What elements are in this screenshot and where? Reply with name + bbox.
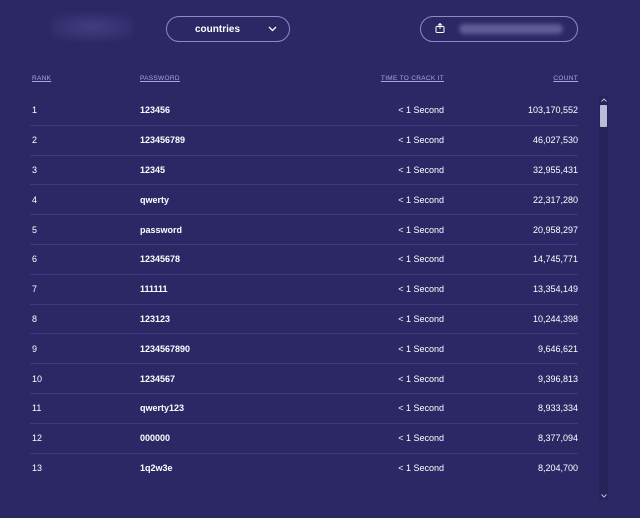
dropdown-selected-value: countries [195, 23, 241, 35]
rank-cell: 7 [32, 284, 38, 295]
column-header-rank[interactable]: RANK [32, 74, 52, 82]
table-row: 3 12345 < 1 Second 32,955,431 [30, 156, 578, 186]
password-cell: 12345678 [140, 254, 181, 265]
password-cell: qwerty123 [140, 403, 185, 414]
rank-cell: 4 [32, 194, 38, 205]
column-header-count[interactable]: COUNT [553, 74, 578, 82]
scrollbar-thumb[interactable] [600, 105, 607, 127]
table-row: 7 111111 < 1 Second 13,354,149 [30, 275, 578, 305]
column-header-password[interactable]: PASSWORD [140, 74, 180, 82]
column-header-time[interactable]: TIME TO CRACK IT [380, 74, 444, 82]
time-to-crack-cell: < 1 Second [398, 224, 444, 235]
count-cell: 32,955,431 [532, 164, 578, 175]
rank-cell: 8 [32, 313, 38, 324]
time-to-crack-cell: < 1 Second [398, 433, 444, 444]
time-to-crack-cell: < 1 Second [398, 254, 444, 265]
password-cell: password [140, 224, 183, 235]
time-to-crack-cell: < 1 Second [398, 105, 444, 116]
count-cell: 8,377,094 [537, 433, 578, 444]
count-cell: 13,354,149 [532, 284, 578, 295]
table-header: RANK PASSWORD TIME TO CRACK IT COUNT [30, 68, 578, 88]
table-row: 11 qwerty123 < 1 Second 8,933,334 [30, 394, 578, 424]
password-cell: 1q2w3e [140, 463, 173, 474]
count-cell: 9,646,621 [537, 343, 578, 354]
table-row: 13 1q2w3e < 1 Second 8,204,700 [30, 454, 578, 484]
count-cell: 103,170,552 [527, 105, 578, 116]
chevron-down-icon [267, 24, 277, 34]
password-cell: 123456 [140, 105, 171, 116]
password-cell: 000000 [140, 433, 171, 444]
time-to-crack-cell: < 1 Second [398, 164, 444, 175]
vertical-scrollbar[interactable] [599, 96, 608, 500]
time-to-crack-cell: < 1 Second [398, 463, 444, 474]
rank-cell: 9 [32, 343, 38, 354]
count-cell: 46,027,530 [532, 135, 578, 146]
blurred-logo [52, 14, 132, 40]
scroll-down-arrow-icon[interactable] [599, 492, 608, 500]
count-cell: 20,958,297 [532, 224, 578, 235]
rank-cell: 12 [32, 433, 43, 444]
time-to-crack-cell: < 1 Second [398, 373, 444, 384]
table-row: 1 123456 < 1 Second 103,170,552 [30, 96, 578, 126]
table-row: 8 123123 < 1 Second 10,244,398 [30, 305, 578, 335]
count-cell: 8,933,334 [537, 403, 578, 414]
time-to-crack-cell: < 1 Second [398, 343, 444, 354]
password-cell: 1234567890 [140, 343, 191, 354]
time-to-crack-cell: < 1 Second [398, 313, 444, 324]
count-cell: 14,745,771 [532, 254, 578, 265]
share-icon [435, 20, 445, 38]
rank-cell: 1 [32, 105, 38, 116]
table-row: 9 1234567890 < 1 Second 9,646,621 [30, 334, 578, 365]
table-row: 2 123456789 < 1 Second 46,027,530 [30, 126, 578, 156]
count-cell: 22,317,280 [532, 194, 578, 205]
password-cell: 1234567 [140, 373, 176, 384]
count-cell: 8,204,700 [537, 463, 578, 474]
time-to-crack-cell: < 1 Second [398, 284, 444, 295]
count-cell: 10,244,398 [532, 313, 578, 324]
table-row: 12 000000 < 1 Second 8,377,094 [30, 424, 578, 454]
password-cell: 123456789 [140, 135, 186, 146]
time-to-crack-cell: < 1 Second [398, 403, 444, 414]
count-cell: 9,396,813 [537, 373, 578, 384]
blurred-share-text [459, 24, 563, 34]
table-row: 4 qwerty < 1 Second 22,317,280 [30, 185, 578, 216]
password-cell: qwerty [140, 194, 170, 205]
rank-cell: 11 [32, 403, 42, 414]
table-row: 10 1234567 < 1 Second 9,396,813 [30, 364, 578, 394]
password-cell: 111111 [140, 284, 168, 295]
password-cell: 12345 [140, 164, 166, 175]
rank-cell: 3 [32, 164, 38, 175]
rank-cell: 6 [32, 254, 38, 265]
table-body: 1 123456 < 1 Second 103,170,552 2 123456789 < … [30, 96, 578, 483]
table-row: 5 password < 1 Second 20,958,297 [30, 215, 578, 245]
time-to-crack-cell: < 1 Second [398, 135, 444, 146]
rank-cell: 2 [32, 135, 38, 146]
password-table: RANK PASSWORD TIME TO CRACK IT COUNT 1 12… [30, 68, 578, 483]
rank-cell: 5 [32, 224, 38, 235]
password-cell: 123123 [140, 313, 171, 324]
rank-cell: 10 [32, 373, 43, 384]
rank-cell: 13 [32, 463, 43, 474]
scroll-up-arrow-icon[interactable] [599, 96, 608, 104]
table-row: 6 12345678 < 1 Second 14,745,771 [30, 245, 578, 275]
time-to-crack-cell: < 1 Second [398, 194, 444, 205]
share-button[interactable] [420, 16, 578, 42]
country-filter-dropdown[interactable]: countries [166, 16, 290, 42]
